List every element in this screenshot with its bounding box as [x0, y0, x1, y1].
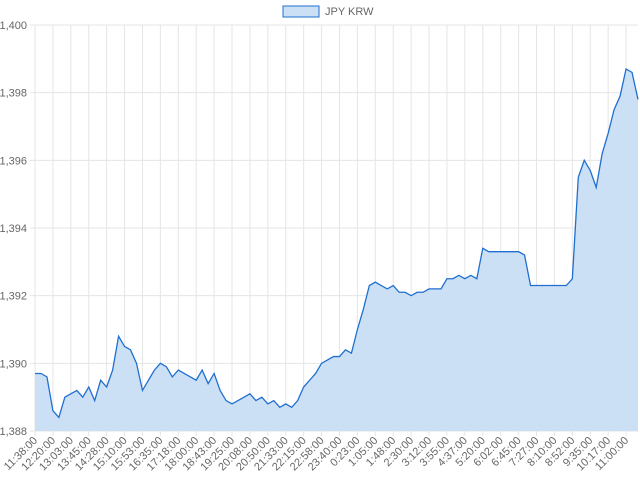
y-tick-label: 1,388 — [0, 426, 27, 438]
line — [35, 67, 639, 419]
y-tick-label: 1,398 — [0, 88, 27, 100]
legend-label: JPY KRW — [325, 6, 374, 18]
area — [35, 68, 638, 431]
y-tick-label: 1,394 — [0, 223, 27, 235]
legend-swatch — [282, 5, 320, 18]
y-tick-label: 1,392 — [0, 291, 27, 303]
y-tick-label: 1,400 — [0, 20, 27, 32]
y-tick-label: 1,396 — [0, 155, 27, 167]
y-tick-label: 1,390 — [0, 358, 27, 370]
